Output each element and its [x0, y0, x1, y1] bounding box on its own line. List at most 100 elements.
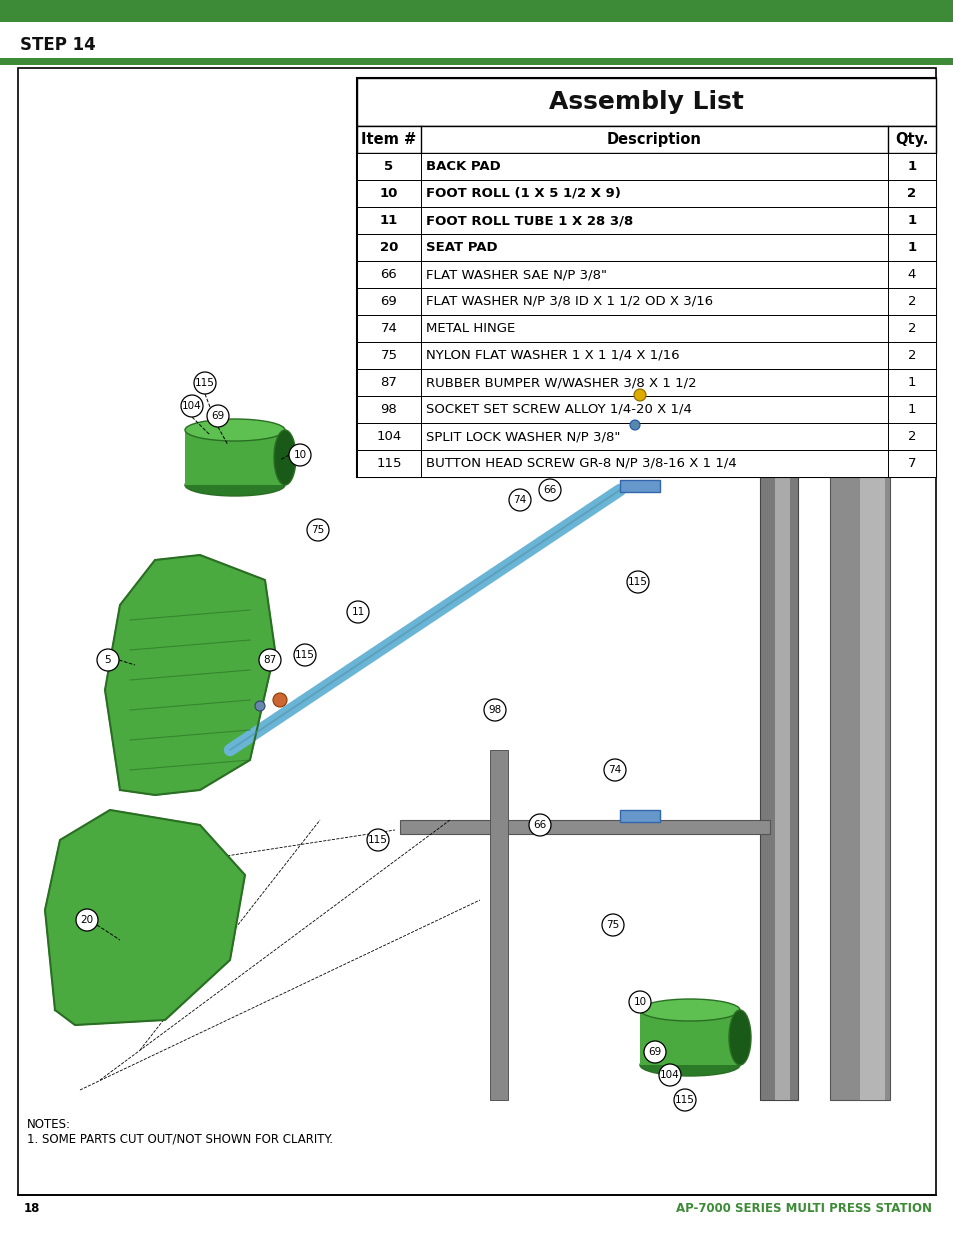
Circle shape	[601, 914, 623, 936]
Text: 69: 69	[212, 411, 224, 421]
Circle shape	[673, 1089, 696, 1112]
Text: 87: 87	[380, 375, 397, 389]
Circle shape	[643, 1041, 665, 1063]
Text: 75: 75	[311, 525, 324, 535]
Bar	[356, 180, 935, 207]
Bar	[356, 396, 935, 424]
Bar	[639, 1010, 740, 1065]
Bar	[356, 424, 935, 450]
Bar	[490, 750, 507, 1100]
Ellipse shape	[829, 180, 889, 200]
Text: 115: 115	[375, 457, 401, 471]
Bar	[356, 315, 935, 342]
Polygon shape	[45, 810, 245, 1025]
Circle shape	[76, 909, 98, 931]
Circle shape	[97, 650, 119, 671]
Circle shape	[289, 445, 311, 466]
Circle shape	[603, 760, 625, 781]
Circle shape	[273, 693, 287, 706]
Text: 5: 5	[105, 655, 112, 664]
Circle shape	[659, 1065, 680, 1086]
Bar	[356, 369, 935, 396]
Text: 115: 115	[294, 650, 314, 659]
Bar	[760, 330, 797, 1100]
Bar	[356, 342, 935, 369]
Text: 69: 69	[380, 295, 397, 308]
Bar	[0, 58, 953, 65]
Bar	[0, 0, 953, 22]
Text: FLAT WASHER SAE N/P 3/8": FLAT WASHER SAE N/P 3/8"	[426, 268, 606, 282]
Text: 1. SOME PARTS CUT OUT/NOT SHOWN FOR CLARITY.: 1. SOME PARTS CUT OUT/NOT SHOWN FOR CLAR…	[27, 1132, 333, 1146]
Text: 2: 2	[907, 322, 915, 335]
Text: 66: 66	[543, 485, 556, 495]
Text: AP-7000 SERIES MULTI PRESS STATION: AP-7000 SERIES MULTI PRESS STATION	[676, 1202, 931, 1215]
Ellipse shape	[185, 419, 285, 441]
Text: 10: 10	[633, 997, 646, 1007]
Text: RUBBER BUMPER W/WASHER 3/8 X 1 1/2: RUBBER BUMPER W/WASHER 3/8 X 1 1/2	[426, 375, 696, 389]
Circle shape	[207, 405, 229, 427]
Text: 7: 7	[907, 457, 915, 471]
Text: 115: 115	[627, 577, 647, 587]
Bar	[619, 810, 659, 823]
Circle shape	[181, 395, 203, 417]
Bar	[356, 450, 935, 477]
Circle shape	[483, 699, 505, 721]
Circle shape	[509, 489, 531, 511]
Text: 20: 20	[80, 915, 93, 925]
Bar	[829, 190, 889, 1100]
Text: 115: 115	[675, 1095, 694, 1105]
Bar	[356, 207, 935, 233]
Text: FOOT ROLL (1 X 5 1/2 X 9): FOOT ROLL (1 X 5 1/2 X 9)	[426, 186, 620, 200]
Text: NYLON FLAT WASHER 1 X 1 1/4 X 1/16: NYLON FLAT WASHER 1 X 1 1/4 X 1/16	[426, 350, 679, 362]
Text: 74: 74	[380, 322, 397, 335]
Text: NOTES:: NOTES:	[27, 1118, 71, 1131]
Text: 115: 115	[368, 835, 388, 845]
Bar	[774, 330, 789, 1100]
Text: 2: 2	[907, 350, 915, 362]
Circle shape	[626, 571, 648, 593]
Bar	[399, 820, 769, 834]
Text: 98: 98	[488, 705, 501, 715]
Text: 1: 1	[906, 241, 916, 254]
Circle shape	[538, 479, 560, 501]
Circle shape	[367, 829, 389, 851]
Circle shape	[254, 701, 265, 711]
Text: 1: 1	[907, 403, 915, 416]
Bar	[356, 233, 935, 261]
Circle shape	[529, 814, 551, 836]
Bar	[356, 126, 935, 153]
Circle shape	[193, 372, 215, 394]
Text: METAL HINGE: METAL HINGE	[426, 322, 515, 335]
Text: 75: 75	[606, 920, 619, 930]
Text: Item #: Item #	[361, 132, 416, 147]
Polygon shape	[105, 555, 274, 795]
Circle shape	[307, 519, 329, 541]
Text: BACK PAD: BACK PAD	[426, 161, 500, 173]
Text: SPLIT LOCK WASHER N/P 3/8": SPLIT LOCK WASHER N/P 3/8"	[426, 430, 619, 443]
Text: 74: 74	[513, 495, 526, 505]
Text: 2: 2	[907, 430, 915, 443]
Bar	[619, 480, 659, 492]
Text: 115: 115	[194, 378, 214, 388]
Text: 104: 104	[659, 1070, 679, 1079]
Ellipse shape	[639, 1053, 740, 1076]
Text: 11: 11	[379, 214, 397, 227]
Text: 1: 1	[906, 161, 916, 173]
Bar	[356, 153, 935, 180]
Text: FOOT ROLL TUBE 1 X 28 3/8: FOOT ROLL TUBE 1 X 28 3/8	[426, 214, 633, 227]
Ellipse shape	[274, 430, 295, 485]
Text: 2: 2	[907, 295, 915, 308]
Text: 104: 104	[376, 430, 401, 443]
Text: 98: 98	[380, 403, 397, 416]
Circle shape	[634, 389, 645, 401]
Text: 87: 87	[263, 655, 276, 664]
Text: 11: 11	[351, 606, 364, 618]
Text: 69: 69	[648, 1047, 661, 1057]
Text: STEP 14: STEP 14	[20, 36, 95, 54]
Text: 75: 75	[380, 350, 397, 362]
Ellipse shape	[185, 474, 285, 496]
Text: Assembly List: Assembly List	[549, 90, 743, 114]
Bar	[185, 430, 285, 485]
Text: 5: 5	[384, 161, 394, 173]
Text: SEAT PAD: SEAT PAD	[426, 241, 497, 254]
